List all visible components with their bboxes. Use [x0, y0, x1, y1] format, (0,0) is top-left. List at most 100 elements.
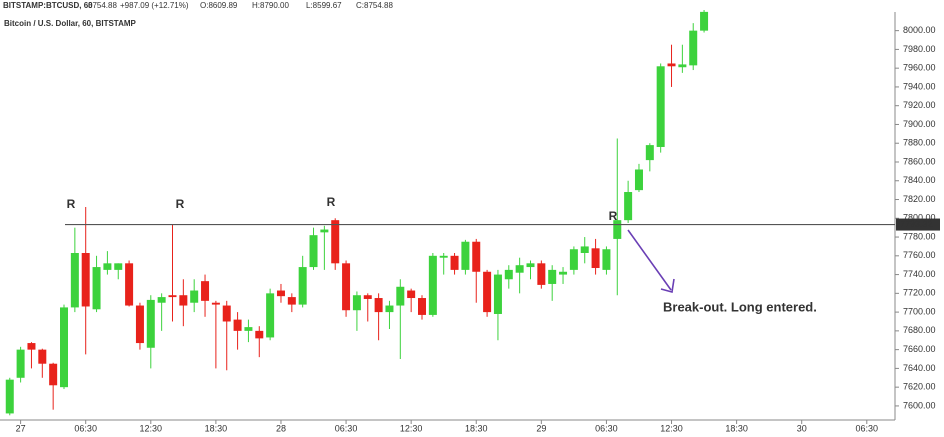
candle-body	[287, 297, 296, 305]
y-tick-label: 8000.00	[903, 25, 936, 35]
candle-body	[602, 249, 611, 270]
y-tick-label: 7980.00	[903, 44, 936, 54]
candle-body	[428, 255, 437, 315]
candle-body	[5, 379, 14, 414]
y-tick-label: 7700.00	[903, 306, 936, 316]
candle-body	[374, 298, 383, 313]
y-tick-label: 7780.00	[903, 231, 936, 241]
candle-body	[179, 295, 188, 306]
candle-body	[450, 255, 459, 270]
candle-body	[418, 298, 427, 315]
x-tick-label: 06:30	[595, 423, 618, 433]
candle-body	[255, 330, 264, 339]
candle-body	[38, 349, 47, 364]
header-item: 8754.88	[88, 1, 117, 10]
candle-body	[103, 263, 112, 270]
candle-body	[201, 281, 210, 301]
candle-body	[92, 267, 101, 310]
candle-body	[211, 302, 220, 305]
x-tick-label: 06:30	[335, 423, 358, 433]
candle-body	[60, 307, 69, 388]
x-tick-label: 18:30	[205, 423, 228, 433]
candle-body	[504, 269, 513, 280]
candle-body	[309, 235, 318, 268]
arrow-shaft	[627, 229, 672, 291]
candle-body	[114, 263, 123, 270]
y-tick-label: 7900.00	[903, 119, 936, 129]
candle-body	[613, 220, 622, 239]
y-tick-label: 7740.00	[903, 269, 936, 279]
chart-title: Bitcoin / U.S. Dollar, 60, BITSTAMP	[4, 19, 137, 28]
candle-body	[363, 295, 372, 299]
candle-body	[537, 263, 546, 285]
candle-body	[439, 255, 448, 258]
annotation-text: Break-out. Long entered.	[663, 299, 817, 314]
y-tick-label: 7960.00	[903, 63, 936, 73]
x-tick-label: 30	[797, 423, 807, 433]
candle-body	[548, 269, 557, 284]
candle-body	[634, 169, 643, 191]
resistance-marker: R	[176, 197, 185, 211]
candle-body	[624, 192, 633, 221]
candle-body	[320, 229, 329, 233]
y-tick-label: 7880.00	[903, 138, 936, 148]
x-tick-label: 18:30	[465, 423, 488, 433]
y-tick-label: 7820.00	[903, 194, 936, 204]
y-tick-label: 7860.00	[903, 156, 936, 166]
candle-body	[146, 299, 155, 348]
y-tick-label: 7940.00	[903, 81, 936, 91]
candle-body	[49, 363, 58, 386]
x-tick-label: 28	[276, 423, 286, 433]
candle-body	[276, 290, 285, 297]
resistance-marker: R	[609, 209, 618, 223]
candle-body	[407, 290, 416, 299]
candle-body	[461, 241, 470, 270]
x-tick-label: 18:30	[725, 423, 748, 433]
candle-body	[385, 305, 394, 313]
x-tick-label: 12:30	[140, 423, 163, 433]
candle-body	[266, 293, 275, 338]
candle-body	[678, 64, 687, 68]
candle-body	[493, 274, 502, 314]
candle-body	[298, 267, 307, 305]
header-item: BITSTAMP:BTCUSD, 60	[3, 1, 93, 10]
candle-body	[70, 252, 79, 308]
candle-body	[580, 246, 589, 253]
y-tick-label: 7620.00	[903, 382, 936, 392]
y-tick-label: 7760.00	[903, 250, 936, 260]
resistance-marker: R	[327, 195, 336, 209]
resistance-marker: R	[67, 197, 76, 211]
candle-body	[689, 30, 698, 66]
candle-body	[342, 263, 351, 311]
candle-body	[233, 319, 242, 331]
x-tick-label: 12:30	[660, 423, 683, 433]
candle-body	[27, 343, 36, 350]
x-tick-label: 06:30	[74, 423, 97, 433]
candle-body	[559, 271, 568, 275]
x-tick-label: 29	[536, 423, 546, 433]
y-tick-label: 7660.00	[903, 344, 936, 354]
candle-body	[244, 327, 253, 331]
candle-body	[700, 11, 709, 31]
candle-body	[591, 248, 600, 269]
y-tick-label: 7840.00	[903, 175, 936, 185]
candle-body	[157, 297, 166, 303]
y-tick-label: 7720.00	[903, 288, 936, 298]
y-tick-label: 7920.00	[903, 100, 936, 110]
candle-body	[125, 263, 134, 306]
candle-body	[645, 145, 654, 161]
candle-body	[515, 265, 524, 273]
header-item: H:8790.00	[252, 1, 289, 10]
candle-body	[81, 252, 90, 307]
level-label: 7793.32	[900, 219, 933, 229]
candle-body	[483, 271, 492, 313]
header-item: +987.09 (+12.71%)	[120, 1, 189, 10]
candle-body	[569, 249, 578, 270]
candle-body	[222, 305, 231, 322]
candle-body	[135, 305, 144, 344]
header-item: C:8754.88	[356, 1, 393, 10]
level-label-box	[896, 218, 940, 231]
candle-body	[190, 290, 199, 303]
x-tick-label: 27	[16, 423, 26, 433]
